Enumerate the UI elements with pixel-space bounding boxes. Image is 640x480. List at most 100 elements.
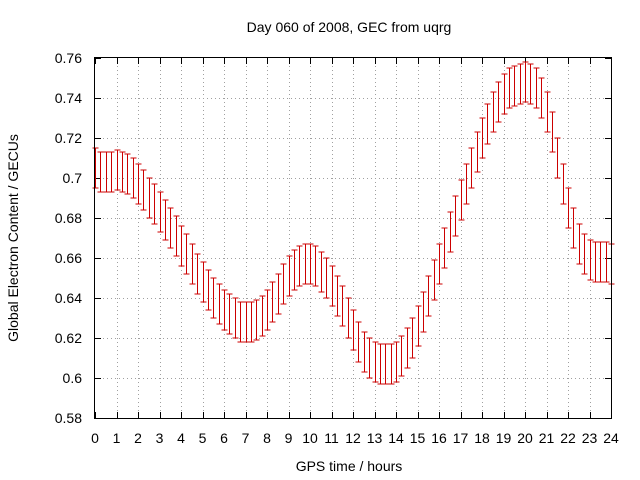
- data-point: [151, 183, 158, 225]
- data-point: [468, 147, 475, 189]
- data-point: [592, 241, 599, 283]
- data-point: [210, 277, 217, 319]
- data-point: [441, 227, 448, 269]
- data-point: [463, 163, 470, 205]
- data-point: [200, 261, 207, 303]
- data-point: [345, 297, 352, 339]
- data-point: [425, 275, 432, 317]
- x-tick-label: 12: [345, 430, 361, 446]
- data-point: [140, 169, 147, 211]
- data-point: [119, 151, 126, 193]
- x-tick-label: 8: [263, 430, 271, 446]
- data-point: [452, 195, 459, 237]
- data-point: [431, 259, 438, 301]
- x-tick-label: 14: [388, 430, 404, 446]
- data-point: [484, 103, 491, 145]
- data-point: [259, 295, 266, 337]
- data-point: [334, 275, 341, 317]
- data-point: [124, 153, 131, 195]
- data-point: [329, 265, 336, 307]
- y-tick-label: 0.74: [55, 90, 82, 106]
- x-tick-label: 7: [242, 430, 250, 446]
- data-point: [221, 289, 228, 331]
- x-tick-label: 11: [324, 430, 339, 446]
- y-tick-label: 0.6: [63, 370, 83, 386]
- plot-frame: [94, 57, 612, 419]
- data-point: [377, 343, 384, 385]
- data-point: [286, 255, 293, 297]
- data-point: [581, 233, 588, 275]
- data-point: [474, 131, 481, 173]
- y-tick-label: 0.66: [55, 250, 82, 266]
- x-tick-label: 0: [91, 430, 99, 446]
- data-point: [275, 273, 282, 315]
- data-point: [135, 163, 142, 205]
- data-point: [436, 243, 443, 285]
- data-point: [404, 327, 411, 369]
- x-tick-label: 18: [474, 430, 490, 446]
- x-tick-label: 9: [285, 430, 293, 446]
- y-tick-labels: 0.58 0.6 0.62 0.64 0.66 0.68 0.7 0.72 0.74 0.76: [55, 50, 82, 426]
- data-point: [146, 177, 153, 219]
- data-point: [108, 151, 115, 193]
- data-point: [527, 63, 534, 105]
- data-point: [501, 73, 508, 115]
- x-tick-label: 1: [113, 430, 121, 446]
- grid-lines: [95, 58, 611, 418]
- data-point: [544, 91, 551, 133]
- data-point: [243, 301, 250, 343]
- data-point: [194, 253, 201, 295]
- x-tick-label: 19: [496, 430, 512, 446]
- data-point: [458, 179, 465, 221]
- x-tick-label: 10: [302, 430, 318, 446]
- data-point: [232, 297, 239, 339]
- data-point: [226, 293, 233, 335]
- data-point: [479, 117, 486, 159]
- data-point: [420, 291, 427, 333]
- data-point: [216, 283, 223, 325]
- data-point: [92, 147, 99, 189]
- data-point: [248, 301, 255, 343]
- x-tick-label: 16: [431, 430, 447, 446]
- data-point: [183, 233, 190, 275]
- x-tick-label: 24: [603, 430, 619, 446]
- data-point: [382, 343, 389, 385]
- data-point: [318, 251, 325, 293]
- data-point: [130, 157, 137, 199]
- x-tick-label: 13: [367, 430, 383, 446]
- data-point: [157, 191, 164, 233]
- data-point: [339, 285, 346, 327]
- x-tick-label: 20: [517, 430, 533, 446]
- data-point: [603, 241, 610, 283]
- data-point: [511, 65, 518, 107]
- y-tick-label: 0.58: [55, 410, 82, 426]
- data-point: [554, 137, 561, 179]
- data-point: [350, 309, 357, 351]
- data-point: [587, 239, 594, 281]
- data-point: [264, 289, 271, 331]
- data-point: [189, 243, 196, 285]
- data-point: [409, 317, 416, 359]
- data-point: [323, 257, 330, 299]
- data-point: [372, 341, 379, 383]
- x-tick-label: 2: [134, 430, 142, 446]
- data-point: [103, 151, 110, 193]
- data-point: [549, 111, 556, 153]
- data-point: [280, 263, 287, 305]
- data-point: [495, 81, 502, 123]
- data-point: [490, 91, 497, 133]
- data-point: [447, 211, 454, 253]
- data-point: [114, 149, 121, 191]
- x-tick-label: 21: [539, 430, 555, 446]
- data-point: [597, 241, 604, 283]
- data-point: [291, 249, 298, 291]
- data-point: [570, 207, 577, 249]
- data-point: [398, 335, 405, 377]
- x-tick-label: 5: [199, 430, 207, 446]
- y-tick-label: 0.64: [55, 290, 82, 306]
- data-point: [506, 67, 513, 109]
- data-point: [355, 321, 362, 363]
- x-tick-label: 4: [177, 430, 185, 446]
- data-point: [393, 341, 400, 383]
